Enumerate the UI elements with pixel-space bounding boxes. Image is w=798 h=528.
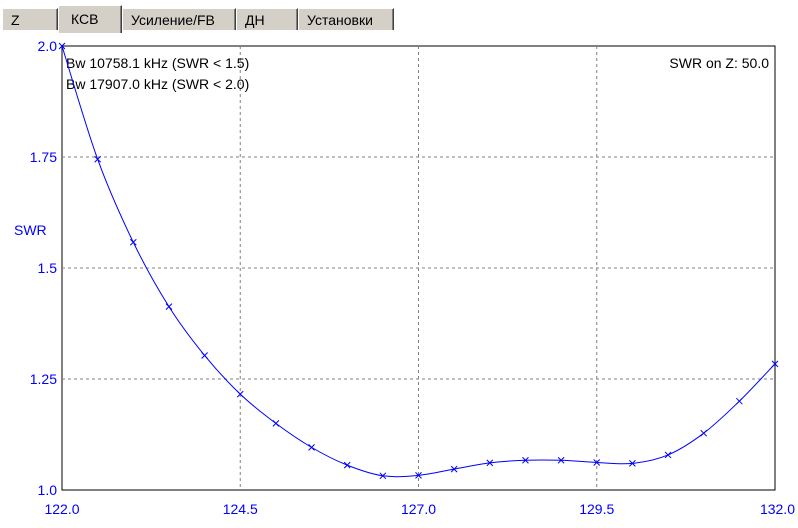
- swr-data-point: [129, 238, 137, 246]
- swr-data-point: [486, 459, 494, 467]
- swr-data-point: [522, 456, 529, 464]
- tab-swr-label: КСВ: [71, 11, 99, 27]
- y-tick-label: 2.0: [38, 38, 58, 54]
- swr-data-point: [272, 420, 280, 427]
- swr-chart-svg: 1.0 1.25 1.5 1.75 2.0 122.0 124.5 127.0 129.5 13…: [14, 38, 795, 517]
- swr-data-point: [664, 451, 672, 459]
- swr-data-point: [415, 471, 422, 479]
- bandwidth-annotation-2: Bw 17907.0 kHz (SWR < 2.0): [66, 76, 249, 92]
- swr-data-point: [236, 390, 244, 398]
- swr-data-point: [629, 460, 636, 467]
- x-tick-label: 129.5: [579, 501, 614, 517]
- swr-chart: 1.0 1.25 1.5 1.75 2.0 122.0 124.5 127.0 129.5 13…: [0, 33, 798, 523]
- swr-series-line: [61, 45, 776, 478]
- tab-swr[interactable]: КСВ: [58, 5, 122, 33]
- tab-bar: Z КСВ Усиление/FB ДН Установки: [0, 0, 798, 33]
- y-tick-labels: 1.0 1.25 1.5 1.75 2.0: [30, 38, 57, 498]
- tab-gain-fb-label: Усиление/FB: [131, 12, 215, 28]
- x-tick-label: 122.0: [44, 501, 79, 517]
- x-tick-label: 132.0: [760, 501, 795, 517]
- y-tick-label: 1.75: [30, 149, 57, 165]
- y-axis-label: SWR: [14, 222, 47, 238]
- tab-settings[interactable]: Установки: [298, 8, 394, 30]
- tab-gain-fb[interactable]: Усиление/FB: [122, 8, 236, 30]
- grid-lines: [62, 46, 775, 490]
- tab-pattern[interactable]: ДН: [236, 8, 298, 30]
- swr-data-point: [94, 155, 102, 163]
- swr-data-point: [58, 42, 66, 50]
- tab-z-label: Z: [11, 12, 20, 28]
- swr-data-point: [735, 397, 743, 405]
- swr-data-point: [593, 459, 601, 466]
- swr-data-point: [771, 360, 779, 368]
- series-group: [58, 42, 779, 480]
- x-tick-label: 124.5: [223, 501, 258, 517]
- bandwidth-annotation-1: Bw 10758.1 kHz (SWR < 1.5): [66, 55, 249, 71]
- swr-data-point: [201, 352, 208, 359]
- swr-data-point: [343, 461, 351, 469]
- y-tick-label: 1.25: [30, 371, 57, 387]
- swr-data-point: [308, 444, 315, 451]
- swr-on-z-annotation: SWR on Z: 50.0: [669, 55, 769, 71]
- tab-settings-label: Установки: [307, 12, 373, 28]
- swr-data-point: [557, 456, 565, 464]
- swr-data-point: [165, 303, 173, 310]
- tab-z[interactable]: Z: [2, 8, 58, 30]
- swr-data-point: [379, 472, 387, 480]
- x-tick-label: 127.0: [401, 501, 436, 517]
- swr-data-point: [450, 465, 458, 473]
- x-tick-labels: 122.0 124.5 127.0 129.5 132.0: [44, 501, 795, 517]
- tab-pattern-label: ДН: [245, 12, 265, 28]
- swr-data-point: [700, 429, 708, 437]
- y-tick-label: 1.5: [38, 260, 58, 276]
- y-tick-label: 1.0: [38, 482, 58, 498]
